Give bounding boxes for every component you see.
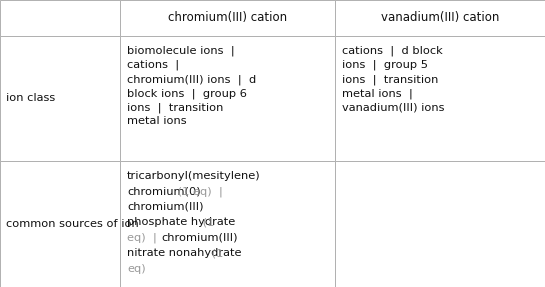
Text: (1: (1 [208,248,223,258]
Text: biomolecule ions  |
cations  |
chromium(III) ions  |  d
block ions  |  group 6
i: biomolecule ions | cations | chromium(II… [127,46,256,126]
Text: chromium(III): chromium(III) [161,233,238,243]
Bar [335,36,545,161]
Text: eq): eq) [127,264,146,274]
Bar [0,161,120,287]
Bar [0,36,120,161]
Bar [335,0,545,36]
Text: chromium(III) cation: chromium(III) cation [168,11,287,24]
Text: ion class: ion class [6,93,55,103]
Bar [120,0,335,36]
Text: (1 eq)  |: (1 eq) | [174,186,223,197]
Text: vanadium(III) cation: vanadium(III) cation [381,11,499,24]
Bar [120,36,335,161]
Text: (1: (1 [199,217,215,227]
Text: chromium(III): chromium(III) [127,202,203,212]
Text: common sources of ion: common sources of ion [6,219,139,229]
Text: nitrate nonahydrate: nitrate nonahydrate [127,248,241,258]
Text: eq)  |: eq) | [127,233,164,243]
Bar [0,0,120,36]
Bar [120,161,335,287]
Text: cations  |  d block
ions  |  group 5
ions  |  transition
metal ions  |
vanadium(: cations | d block ions | group 5 ions | … [342,46,445,112]
Text: phosphate hydrate: phosphate hydrate [127,217,235,227]
Text: tricarbonyl(mesitylene): tricarbonyl(mesitylene) [127,171,261,181]
Bar [335,161,545,287]
Text: chromium(0): chromium(0) [127,186,201,196]
